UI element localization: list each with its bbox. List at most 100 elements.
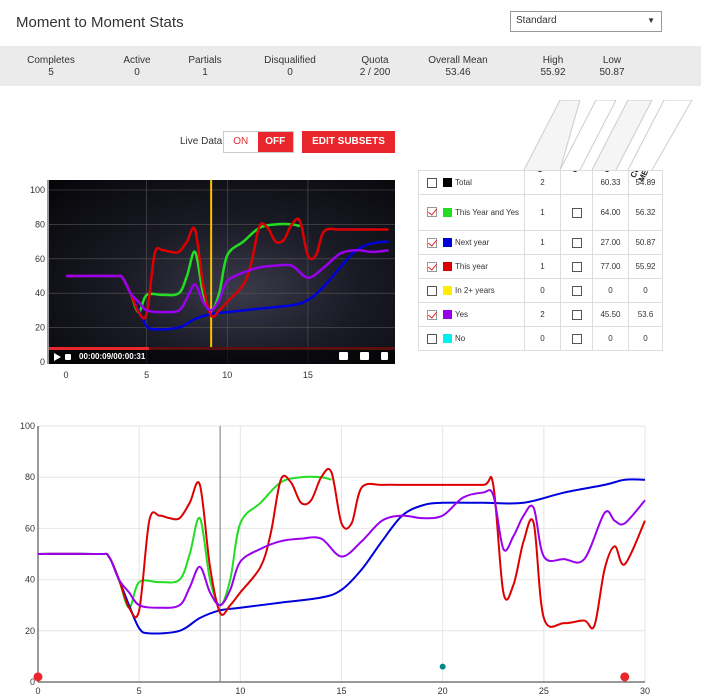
- toggle-on[interactable]: ON: [224, 132, 258, 152]
- subset-color-swatch: [443, 286, 452, 295]
- stat-value: 50.87: [599, 67, 625, 78]
- combine-checkbox[interactable]: [571, 309, 582, 320]
- stat-value: 0: [134, 67, 140, 78]
- subset-row: No 0 0 0: [418, 326, 663, 351]
- combine-checkbox[interactable]: [571, 333, 582, 344]
- view-select-value: Standard: [516, 15, 557, 26]
- small-y-tick-label: 80: [35, 219, 45, 229]
- stat-high: High 55.92: [540, 55, 565, 79]
- subset-checkbox[interactable]: [427, 207, 437, 218]
- x-tick-label: 25: [539, 686, 549, 696]
- download-icon[interactable]: [381, 352, 388, 360]
- event-marker[interactable]: [620, 672, 630, 682]
- x-tick-label: 20: [438, 686, 448, 696]
- subsets-table: Total 2 60.33 54.89 This Year and Yes 1 64.00 5…: [418, 170, 663, 351]
- stat-label: High: [542, 55, 564, 66]
- stat-value: 5: [48, 67, 54, 78]
- y-tick-label: 0: [30, 677, 35, 687]
- y-tick-label: 100: [20, 421, 35, 431]
- volume-icon[interactable]: [65, 354, 71, 360]
- subset-color-swatch: [443, 310, 452, 319]
- subset-name: This year: [455, 261, 488, 271]
- stat-value: 0: [287, 67, 293, 78]
- subset-color-swatch: [443, 334, 452, 343]
- main-chart: 0 20 40 60 80 100 0 5 10 15 20 25 30: [20, 421, 650, 696]
- y-tick-label: 20: [25, 626, 35, 636]
- stat-disqualified: Disqualified 0: [264, 55, 316, 79]
- subset-combine: [560, 230, 593, 255]
- small-series-line-2: [65, 217, 389, 320]
- subset-current-mean: 77.00: [592, 254, 629, 279]
- combine-checkbox[interactable]: [571, 207, 582, 218]
- stat-active: Active 0: [123, 55, 150, 79]
- subset-count: 1: [524, 254, 561, 279]
- subset-name: This Year and Yes: [455, 207, 520, 217]
- subset-count: 2: [524, 170, 561, 195]
- header: Moment to Moment Stats Standard ▼: [0, 0, 701, 46]
- stat-value: 53.46: [445, 67, 471, 78]
- subset-checkbox[interactable]: [427, 333, 437, 344]
- subset-cumulative-mean: 56.32: [628, 194, 663, 231]
- small-y-tick-label: 20: [35, 323, 45, 333]
- subset-name: Yes: [455, 309, 469, 319]
- play-icon[interactable]: [54, 353, 61, 361]
- subset-count: 1: [524, 230, 561, 255]
- subset-current-mean: 0: [592, 326, 629, 351]
- stat-partials: Partials 1: [188, 55, 221, 79]
- subset-row: Next year 1 27.00 50.87: [418, 230, 663, 255]
- stat-value: 55.92: [540, 67, 566, 78]
- page-title: Moment to Moment Stats: [16, 14, 184, 31]
- series-line-1: [37, 478, 646, 635]
- subset-name: Total: [455, 177, 472, 187]
- small-y-tick-label: 40: [35, 288, 45, 298]
- subset-checkbox[interactable]: [427, 237, 437, 248]
- subset-combine: [560, 278, 593, 303]
- live-data-toggle[interactable]: ON OFF: [223, 131, 294, 153]
- event-marker[interactable]: [33, 672, 43, 682]
- subset-current-mean: 27.00: [592, 230, 629, 255]
- subset-row: Yes 2 45.50 53.6: [418, 302, 663, 327]
- view-select[interactable]: Standard ▼: [510, 11, 662, 32]
- subset-cumulative-mean: 55.92: [628, 254, 663, 279]
- stat-value: 2 / 200: [359, 67, 391, 78]
- series-line-0: [37, 475, 332, 609]
- stat-label: Partials: [188, 55, 222, 66]
- caption-icon[interactable]: [339, 352, 348, 360]
- subset-checkbox[interactable]: [427, 285, 437, 296]
- subset-name: In 2+ years: [455, 285, 495, 295]
- subset-cumulative-mean: 0: [628, 326, 663, 351]
- subset-color-swatch: [443, 262, 452, 271]
- subset-color-swatch: [443, 238, 452, 247]
- header-skew-lines: [523, 100, 693, 170]
- subset-row: Total 2 60.33 54.89: [418, 170, 663, 195]
- video-progress-fill: [49, 347, 150, 350]
- combine-checkbox[interactable]: [571, 261, 582, 272]
- image-icon[interactable]: [360, 352, 369, 360]
- subset-checkbox[interactable]: [427, 309, 437, 320]
- stat-label: Completes: [27, 55, 75, 66]
- video-progress-bar[interactable]: [49, 347, 395, 350]
- combine-checkbox[interactable]: [571, 285, 582, 296]
- edit-subsets-button[interactable]: EDIT SUBSETS: [302, 131, 395, 153]
- y-tick-label: 40: [25, 575, 35, 585]
- toggle-off[interactable]: OFF: [257, 132, 293, 152]
- small-x-tick-label: 15: [303, 370, 313, 380]
- subset-cumulative-mean: 50.87: [628, 230, 663, 255]
- subset-checkbox[interactable]: [427, 177, 437, 188]
- video-player[interactable]: 00:00:09/00:00:31: [49, 180, 395, 364]
- small-y-tick-label: 0: [40, 357, 45, 367]
- x-tick-label: 15: [336, 686, 346, 696]
- subset-combine: [560, 302, 593, 327]
- stat-label: Disqualified: [264, 55, 316, 66]
- subset-cumulative-mean: 54.89: [628, 170, 663, 195]
- subset-checkbox[interactable]: [427, 261, 437, 272]
- stats-bar: Completes 5 Active 0 Partials 1 Disqualified 0 Q…: [0, 46, 701, 86]
- subset-name: Next year: [455, 237, 490, 247]
- subset-combine: [560, 254, 593, 279]
- combine-checkbox[interactable]: [571, 237, 582, 248]
- live-data-label: Live Data: [180, 136, 223, 147]
- y-tick-label: 60: [25, 523, 35, 533]
- event-marker[interactable]: [439, 663, 446, 670]
- stat-completes: Completes 5: [27, 55, 75, 79]
- subset-count: 2: [524, 302, 561, 327]
